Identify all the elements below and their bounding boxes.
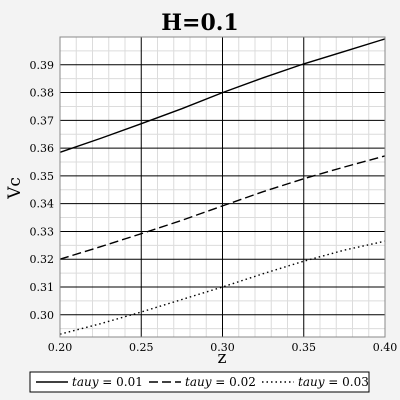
legend-label-1: tauy = 0.01: [72, 375, 143, 389]
x-tick-label: 0.20: [48, 341, 73, 354]
x-tick-label: 0.30: [210, 341, 235, 354]
legend-variable: tauy: [185, 375, 212, 389]
chart-title: H=0.1: [161, 10, 239, 36]
x-tick-label: 0.40: [373, 341, 398, 354]
y-axis-label: Vc: [5, 177, 25, 200]
y-tick-label: 0.35: [30, 170, 55, 183]
y-axis-ticks: 0.30 0.31 0.32 0.33 0.34 0.35 0.36 0.37 0.38 0.39: [30, 59, 55, 322]
legend-variable: tauy: [298, 375, 325, 389]
y-tick-label: 0.33: [30, 225, 55, 238]
x-tick-label: 0.35: [292, 341, 317, 354]
y-tick-label: 0.39: [30, 59, 55, 72]
grid: [59, 37, 386, 337]
legend-value: = 0.02: [211, 375, 255, 389]
legend: tauy = 0.01 tauy = 0.02 tauy = 0.03: [29, 371, 370, 393]
y-tick-label: 0.31: [30, 281, 55, 294]
legend-value: = 0.01: [98, 375, 142, 389]
y-tick-label: 0.38: [30, 87, 55, 100]
legend-label-3: tauy = 0.03: [298, 375, 369, 389]
plot-frame: [59, 36, 386, 338]
series-line-2: [59, 155, 386, 260]
y-tick-label: 0.30: [30, 309, 55, 322]
x-axis-label: z: [218, 348, 227, 368]
y-tick-label: 0.36: [30, 142, 55, 155]
series-layer: [59, 38, 386, 335]
x-axis-ticks: 0.20 0.25 0.30 0.35 0.40: [48, 341, 398, 354]
series-line-1: [59, 38, 386, 153]
y-tick-label: 0.37: [30, 114, 55, 127]
legend-value: = 0.03: [324, 375, 368, 389]
y-tick-label: 0.34: [30, 198, 55, 211]
x-tick-label: 0.25: [129, 341, 154, 354]
legend-label-2: tauy = 0.02: [185, 375, 256, 389]
legend-box: [29, 371, 370, 393]
y-tick-label: 0.32: [30, 253, 55, 266]
legend-variable: tauy: [72, 375, 99, 389]
